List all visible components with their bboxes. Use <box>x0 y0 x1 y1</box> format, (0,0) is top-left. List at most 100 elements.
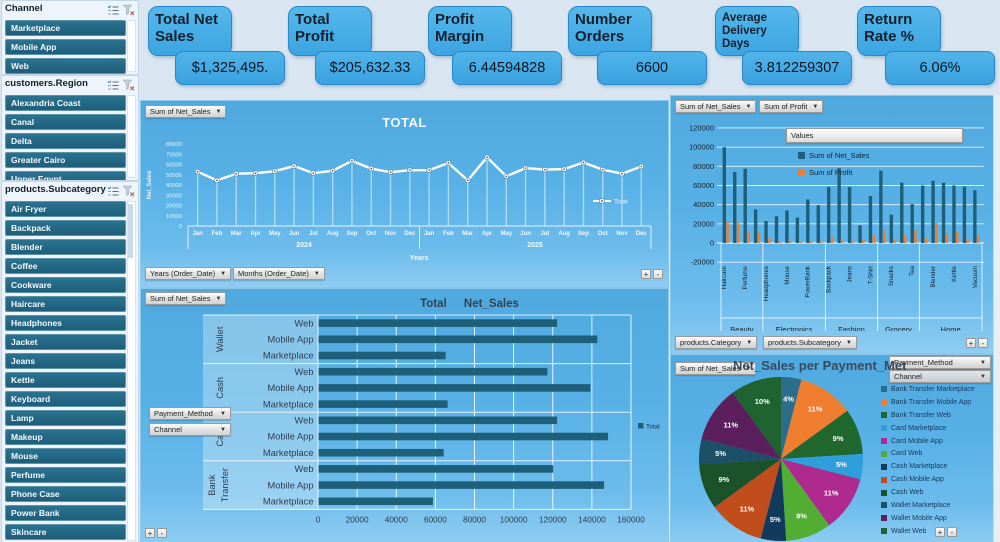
slicer-item[interactable]: Delta <box>5 133 126 149</box>
slicer-item[interactable]: Greater Cairo <box>5 152 126 168</box>
vertical-scrollbar[interactable] <box>993 95 1000 542</box>
net-sales-bar[interactable] <box>764 220 768 243</box>
expand-button[interactable]: + <box>935 527 945 537</box>
slicer-scrollbar[interactable] <box>127 20 136 72</box>
field-button-sum-net-sales[interactable]: Sum of Net_Sales ▼ <box>145 105 227 118</box>
clear-filter-icon[interactable] <box>122 3 135 16</box>
slicer-item[interactable]: Haircare <box>5 296 126 312</box>
slicer-item[interactable]: Upper Egypt <box>5 171 126 180</box>
field-button-channel[interactable]: Channel ▼ <box>149 423 231 436</box>
slicer-item[interactable]: Perfume <box>5 467 126 483</box>
filter-dropdown-payment-method[interactable]: Payment_Method ▼ <box>889 356 991 369</box>
net-sales-hbar[interactable] <box>318 319 558 327</box>
profit-bar[interactable] <box>789 240 792 243</box>
net-sales-bar[interactable] <box>827 186 831 243</box>
profit-bar[interactable] <box>956 231 959 243</box>
net-sales-bar[interactable] <box>962 186 967 243</box>
clear-filter-icon[interactable] <box>122 78 135 91</box>
pie-slice[interactable] <box>760 459 787 542</box>
multi-select-icon[interactable] <box>107 78 120 90</box>
slicer-item[interactable]: Jacket <box>5 334 126 350</box>
profit-bar[interactable] <box>851 242 855 243</box>
pie-slice[interactable] <box>781 459 830 541</box>
profit-bar[interactable] <box>914 230 917 243</box>
profit-bar[interactable] <box>883 231 886 243</box>
pie-slice[interactable] <box>781 377 802 459</box>
net-sales-bar[interactable] <box>816 205 820 243</box>
net-sales-bar[interactable] <box>733 172 737 243</box>
field-button-products-category[interactable]: products.Category ▼ <box>675 336 758 349</box>
profit-bar[interactable] <box>872 234 875 243</box>
pie-slice[interactable] <box>714 459 781 539</box>
net-sales-bar[interactable] <box>837 168 841 243</box>
collapse-button[interactable]: - <box>947 527 957 537</box>
slicer-item[interactable]: Blender <box>5 239 126 255</box>
profit-bar[interactable] <box>736 222 740 243</box>
field-button-months-order-date[interactable]: Months (Order_Date) ▼ <box>233 267 325 280</box>
slicer-item[interactable]: Lamp <box>5 410 126 426</box>
profit-bar[interactable] <box>726 220 729 243</box>
net-sales-hbar[interactable] <box>318 432 609 441</box>
net-sales-bar[interactable] <box>795 217 800 243</box>
multi-select-icon[interactable] <box>107 3 120 15</box>
net-sales-bar[interactable] <box>910 204 914 243</box>
net-sales-bar[interactable] <box>952 185 956 243</box>
profit-bar[interactable] <box>757 232 761 243</box>
slicer-item[interactable]: Jeans <box>5 353 126 369</box>
field-button-sum-net-sales[interactable]: Sum of Net_Sales ▼ <box>675 362 757 375</box>
net-sales-bar[interactable] <box>847 186 852 243</box>
field-button-years-order-date[interactable]: Years (Order_Date) ▼ <box>145 267 232 280</box>
profit-bar[interactable] <box>945 233 949 243</box>
net-sales-hbar[interactable] <box>318 384 591 392</box>
net-sales-hbar[interactable] <box>318 351 446 360</box>
slicer-item[interactable]: Makeup <box>5 429 126 445</box>
field-button-sum-profit[interactable]: Sum of Profit ▼ <box>759 100 824 113</box>
net-sales-bar[interactable] <box>931 180 935 243</box>
net-sales-bar[interactable] <box>920 185 925 243</box>
net-sales-hbar[interactable] <box>318 416 558 425</box>
profit-bar[interactable] <box>820 242 823 243</box>
profit-bar[interactable] <box>893 239 896 243</box>
profit-bar[interactable] <box>778 241 781 243</box>
slicer-item[interactable]: Phone Case <box>5 486 126 502</box>
pie-slice[interactable] <box>698 438 781 465</box>
net-sales-hbar[interactable] <box>318 400 448 408</box>
profit-bar[interactable] <box>768 238 771 243</box>
net-sales-bar[interactable] <box>889 214 894 243</box>
expand-button[interactable]: + <box>641 269 651 279</box>
clear-filter-icon[interactable] <box>122 184 135 197</box>
collapse-button[interactable]: - <box>978 338 988 348</box>
net-sales-bar[interactable] <box>774 216 779 243</box>
values-legend-header[interactable]: Values <box>786 128 963 143</box>
slicer-item[interactable]: Air Fryer <box>5 201 126 217</box>
profit-bar[interactable] <box>903 234 907 243</box>
slicer-item[interactable]: Kettle <box>5 372 126 388</box>
profit-bar[interactable] <box>799 241 802 243</box>
net-sales-bar[interactable] <box>879 170 883 243</box>
filter-dropdown-channel[interactable]: Channel ▼ <box>889 370 991 383</box>
profit-bar[interactable] <box>966 239 969 243</box>
collapse-button[interactable]: - <box>157 528 167 538</box>
profit-bar[interactable] <box>830 237 834 243</box>
net-sales-bar[interactable] <box>973 190 977 243</box>
slicer-item[interactable]: Cookware <box>5 277 126 293</box>
slicer-item[interactable]: Coffee <box>5 258 126 274</box>
profit-bar[interactable] <box>841 240 844 243</box>
net-sales-hbar[interactable] <box>318 335 598 344</box>
net-sales-bar[interactable] <box>900 182 904 243</box>
slicer-item[interactable]: Mobile App <box>5 39 126 55</box>
net-sales-bar[interactable] <box>806 199 810 243</box>
slicer-item[interactable]: Mouse <box>5 448 126 464</box>
slicer-scroll-thumb[interactable] <box>128 204 133 258</box>
field-button-products-subcategory[interactable]: products.Subcategory ▼ <box>763 336 857 349</box>
slicer-item[interactable]: Marketplace <box>5 20 126 36</box>
profit-bar[interactable] <box>935 223 938 243</box>
slicer-item[interactable]: Web <box>5 58 126 74</box>
slicer-scrollbar[interactable] <box>127 201 136 541</box>
net-sales-hbar[interactable] <box>318 497 433 506</box>
net-sales-bar[interactable] <box>722 147 726 243</box>
pie-slice[interactable] <box>781 453 864 480</box>
pie-slice[interactable] <box>781 379 848 459</box>
slicer-item[interactable]: Keyboard <box>5 391 126 407</box>
profit-bar[interactable] <box>924 238 928 243</box>
